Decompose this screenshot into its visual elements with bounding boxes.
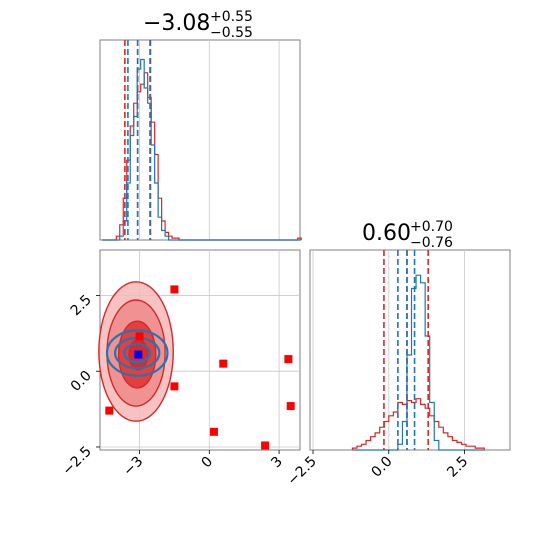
- x-tick-label-p0: 0: [199, 454, 217, 472]
- red-outlier-point: [286, 402, 295, 411]
- y-tick-label-p1: 2.5: [68, 292, 95, 319]
- blue-marker: [134, 350, 143, 359]
- blue-contour: [123, 342, 152, 364]
- red-outlier-point: [170, 285, 179, 294]
- red-outlier-point: [170, 382, 179, 391]
- red-outlier-point: [261, 441, 270, 450]
- red-outlier-point: [105, 406, 114, 415]
- title-p0-value: −3.08: [143, 11, 210, 36]
- title-p0-upper: +0.55: [210, 9, 253, 25]
- p0-hist-blue: [102, 58, 302, 241]
- title-p1-upper: +0.70: [410, 219, 453, 235]
- joint-density: [98, 281, 295, 450]
- p1-hist-blue: [352, 274, 485, 451]
- x-tick-label-p1: 2.5: [444, 454, 471, 481]
- title-p0-lower: −0.55: [210, 25, 253, 41]
- red-outlier-point: [284, 355, 293, 364]
- title-p1-value: 0.60: [362, 221, 411, 246]
- p0-histogram: [102, 40, 302, 241]
- red-outlier-point: [209, 427, 218, 436]
- panel-p1-hist: [309, 249, 511, 451]
- title-p1-lower: −0.76: [410, 235, 453, 251]
- x-tick-label-p0: −3: [120, 454, 146, 480]
- red-outlier-point: [135, 332, 144, 341]
- red-outlier-point: [219, 359, 228, 368]
- x-tick-label-p1: −2.5: [285, 454, 320, 489]
- panel-p0-hist: [99, 39, 301, 241]
- p1-histogram: [351, 250, 485, 451]
- p1-hist-red: [351, 398, 485, 450]
- x-tick-label-p0: 3: [268, 454, 286, 472]
- blue-contour: [105, 329, 169, 377]
- y-tick-label-p1: −2.5: [59, 443, 94, 478]
- x-tick-label-p1: 0.0: [369, 454, 396, 481]
- y-tick-label-p1: 0.0: [68, 368, 95, 395]
